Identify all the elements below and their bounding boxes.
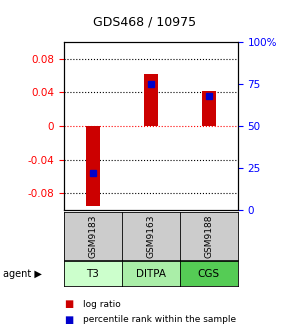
- Text: CGS: CGS: [198, 269, 220, 279]
- Bar: [144, 74, 158, 126]
- Text: ■: ■: [64, 299, 73, 309]
- Text: GSM9183: GSM9183: [88, 214, 97, 258]
- Text: GDS468 / 10975: GDS468 / 10975: [93, 15, 197, 28]
- Text: log ratio: log ratio: [83, 300, 120, 308]
- Text: percentile rank within the sample: percentile rank within the sample: [83, 316, 236, 324]
- Text: ■: ■: [64, 315, 73, 325]
- Text: GSM9163: GSM9163: [146, 214, 155, 258]
- Text: T3: T3: [86, 269, 99, 279]
- Text: agent ▶: agent ▶: [3, 269, 42, 279]
- Text: DITPA: DITPA: [136, 269, 166, 279]
- Bar: [86, 126, 100, 206]
- Text: GSM9188: GSM9188: [204, 214, 213, 258]
- Bar: [202, 91, 216, 126]
